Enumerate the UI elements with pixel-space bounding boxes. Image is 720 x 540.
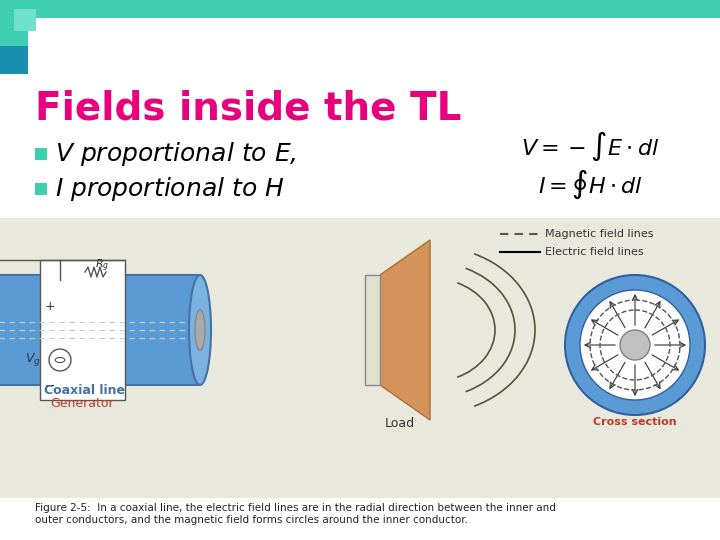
Text: −: − [45, 380, 55, 393]
Bar [0, 0, 720, 18]
Text: $I = \oint H \cdot dl$: $I = \oint H \cdot dl$ [538, 168, 642, 201]
Text: $V$ proportional to $E$,: $V$ proportional to $E$, [55, 140, 297, 168]
Polygon shape [380, 240, 430, 420]
Ellipse shape [620, 330, 650, 360]
FancyBboxPatch shape [0, 275, 200, 385]
Bar [35, 148, 47, 160]
Text: $I$ proportional to $H$: $I$ proportional to $H$ [55, 175, 284, 203]
Text: Load: Load [385, 417, 415, 430]
Text: $V_g$: $V_g$ [25, 352, 41, 368]
Bar [365, 275, 380, 385]
Text: Figure 2-5:  In a coaxial line, the electric field lines are in the radial direc: Figure 2-5: In a coaxial line, the elect… [35, 503, 556, 524]
Text: Fields inside the TL: Fields inside the TL [35, 90, 462, 128]
Text: Electric field lines: Electric field lines [545, 247, 644, 257]
Ellipse shape [195, 310, 205, 350]
Bar [0, 18, 28, 46]
Ellipse shape [580, 290, 690, 400]
Text: +: + [45, 300, 55, 313]
Text: Cross section: Cross section [593, 417, 677, 427]
Bar [40, 260, 125, 400]
Bar [35, 183, 47, 195]
Bar [0, 218, 720, 498]
Bar [0, 46, 28, 74]
Text: Magnetic field lines: Magnetic field lines [545, 229, 654, 239]
Bar [14, 9, 36, 31]
Text: $V = -\int E \cdot dl$: $V = -\int E \cdot dl$ [521, 130, 659, 163]
Text: Generator: Generator [50, 397, 114, 410]
Ellipse shape [189, 275, 211, 385]
Ellipse shape [49, 349, 71, 371]
Text: $R_g$: $R_g$ [95, 258, 109, 274]
Ellipse shape [565, 275, 705, 415]
Text: Coaxial line: Coaxial line [45, 384, 125, 397]
